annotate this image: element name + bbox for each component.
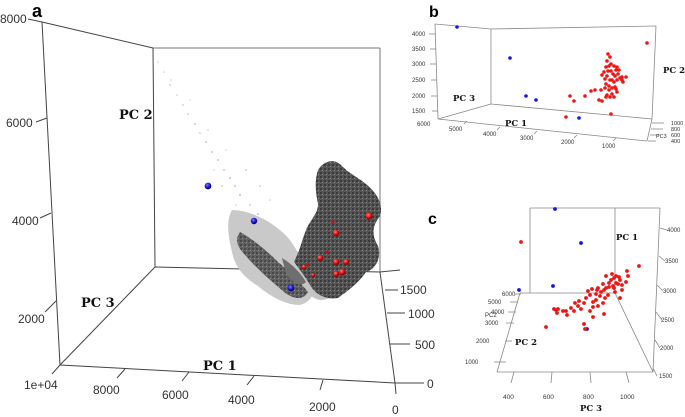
panel-a-ztick: 1000 <box>408 307 435 321</box>
panel-a-xtick: 0 <box>392 403 399 417</box>
panel-c-right-tick: 2000 <box>660 346 674 352</box>
panel-a-ztick: 500 <box>415 338 435 352</box>
panel-c-label: c <box>428 211 437 228</box>
panel-b-xtick: 1000 <box>602 144 616 150</box>
panel-a-xtick: 6000 <box>162 388 189 402</box>
panel-a: a 8000 6000 4000 2000 <box>0 1 435 417</box>
panel-c-right-tick: 3000 <box>663 289 677 295</box>
panel-a-xtick: 1e+04 <box>24 378 58 392</box>
panel-b-pc3-label: PC 3 <box>453 94 475 104</box>
panel-c-left-tick: 3000 <box>485 321 499 327</box>
panel-a-blue-points <box>204 182 295 292</box>
panel-c-left-tick: 1000 <box>465 360 479 366</box>
panel-a-ztick: 0 <box>427 377 434 391</box>
panel-b-red-points <box>564 41 649 119</box>
panel-a-ytick: 2000 <box>18 312 45 326</box>
panel-b-ytick: 2500 <box>412 78 426 84</box>
panel-a-ztick: 1500 <box>400 283 427 297</box>
panel-a-ytick: 8000 <box>0 12 27 26</box>
panel-c-left-tick: 5000 <box>488 300 502 306</box>
panel-b-corner-tick: 6000 <box>417 122 431 128</box>
panel-c-xtick: 400 <box>503 394 514 401</box>
panel-b-xtick: 3000 <box>520 136 534 142</box>
panel-b-xtick: 2000 <box>561 140 575 146</box>
panel-c-pc2-small: PC2 <box>485 313 497 319</box>
panel-c-right-tick: 1500 <box>659 374 673 380</box>
panel-c-left-tick: 6000 <box>502 292 516 298</box>
panel-c-right-tick: 2500 <box>661 318 675 324</box>
panel-b-ztick: 600 <box>671 133 680 139</box>
panel-c-left-tick: 4000 <box>491 310 505 316</box>
panel-b-label: b <box>429 4 439 21</box>
panel-c-pc2-label: PC 2 <box>515 338 537 348</box>
panel-b-ztick: 800 <box>671 127 680 133</box>
panel-a-y-axis <box>27 18 57 313</box>
panel-b-ztick: 1000 <box>671 121 683 127</box>
panel-c-xtick: 800 <box>583 394 594 401</box>
panel-a-pc2-label: PC 2 <box>119 108 153 123</box>
panel-c-xtick: 600 <box>543 394 554 401</box>
panel-c-right-tick: 4000 <box>667 228 681 234</box>
panel-b-xtick: 5000 <box>449 127 463 133</box>
panel-b-pc2-label: PC 2 <box>663 66 685 76</box>
panel-c-pc1-label: PC 1 <box>616 233 638 243</box>
panel-a-xtick: 8000 <box>93 383 120 397</box>
panel-c-pc3-label: PC 3 <box>580 404 602 414</box>
panel-b-box <box>434 23 657 142</box>
panel-b-xtick: 4000 <box>483 132 497 138</box>
panel-a-dark-cloud <box>237 161 382 299</box>
panel-c-xtick: 1000 <box>620 394 635 401</box>
panel-c-left-tick: 2000 <box>476 339 490 345</box>
panel-c: c 6000 5000 4000 PC2 3000 2000 <box>428 207 681 414</box>
panel-a-red-points <box>301 212 373 277</box>
panel-a-ytick: 4000 <box>12 214 39 228</box>
panel-c-right-tick: 3500 <box>665 259 679 265</box>
panel-a-pc3-label: PC 3 <box>81 296 115 311</box>
panel-a-ytick: 6000 <box>6 116 33 130</box>
panel-a-pc1-label: PC 1 <box>203 359 237 374</box>
panel-b-ytick: 2000 <box>412 94 426 100</box>
panel-a-xtick: 4000 <box>228 393 255 407</box>
panel-b-ytick: 3500 <box>412 47 426 53</box>
panel-b-pc1-label: PC 1 <box>505 119 527 129</box>
panel-b-pc3-small: PC3 <box>656 134 667 140</box>
panel-c-red-points <box>519 240 641 331</box>
panel-b-blue-points <box>455 25 581 120</box>
panel-a-xtick: 2000 <box>309 400 336 414</box>
panel-b: b 4000 3500 3000 2500 2000 <box>412 4 685 150</box>
panel-b-ytick: 1500 <box>412 109 426 115</box>
panel-b-ztick: 400 <box>671 139 680 145</box>
panel-b-ytick: 4000 <box>412 32 426 38</box>
panel-a-label: a <box>32 1 43 21</box>
panel-c-blue-points <box>517 207 589 331</box>
panel-b-ytick: 3000 <box>412 62 426 68</box>
